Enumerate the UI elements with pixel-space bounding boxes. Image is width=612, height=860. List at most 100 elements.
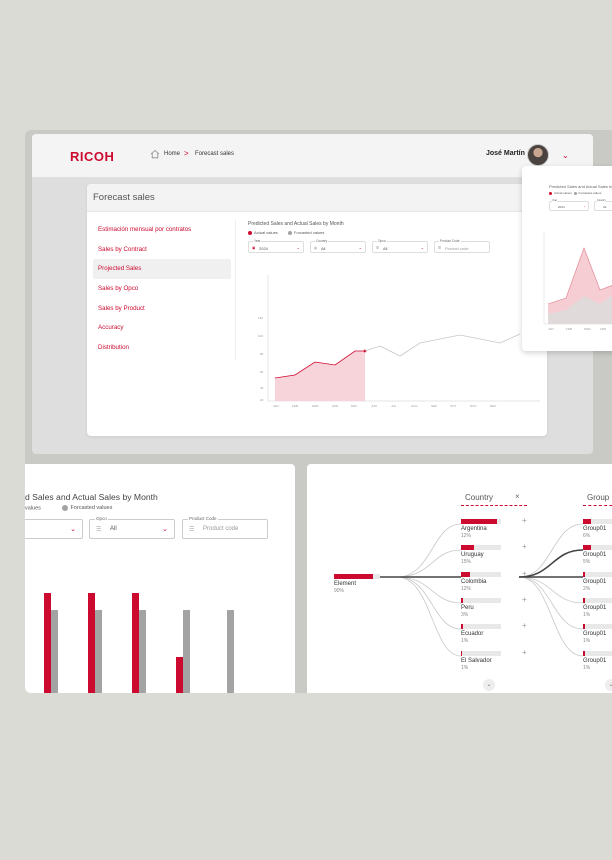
- user-name: José Martín: [486, 150, 525, 157]
- legend-item-actual[interactable]: values: [25, 505, 41, 512]
- tree-node[interactable]: Ecuador 1%: [461, 624, 501, 644]
- sidebar-item[interactable]: Sales by Contract: [98, 245, 147, 253]
- node-label: Ecuador: [461, 631, 484, 637]
- country-select[interactable]: ⌄: [25, 519, 83, 539]
- legend-item-forecast[interactable]: Forcasted values: [62, 505, 112, 511]
- svg-text:AUG: AUG: [411, 404, 418, 408]
- tree-node[interactable]: El Salvador 1%: [461, 651, 501, 671]
- showcase-collage: RICOH Home > Forecast sales José Martín …: [25, 130, 612, 693]
- svg-text:MAR: MAR: [312, 404, 320, 408]
- header-underline: [461, 505, 527, 506]
- filter-icon: ☰: [189, 527, 195, 533]
- node-label: Uruguay: [461, 552, 484, 558]
- tree-node[interactable]: Group01 5%: [583, 545, 612, 565]
- tree-node[interactable]: Group01 2%: [583, 572, 612, 592]
- tree-connectors: [379, 523, 584, 657]
- node-label: Argentina: [461, 526, 487, 532]
- svg-text:APR: APR: [332, 404, 339, 408]
- node-percent: 1%: [583, 638, 591, 644]
- legend-item-forecast[interactable]: Forcasted values: [287, 230, 324, 235]
- legend-item-actual[interactable]: Actual values: [248, 230, 278, 235]
- breadcrumb-chevron-icon: >: [184, 149, 189, 158]
- node-label: Group01: [583, 658, 607, 664]
- line-chart: 120 100 80 60 40 20 JAN FEB MAR APR MAY JUN JUL AUG S…: [258, 275, 540, 408]
- sidebar-item[interactable]: Accuracy: [98, 324, 124, 332]
- tree-node[interactable]: Uruguay 15%: [461, 545, 501, 565]
- node-label: Group01: [583, 552, 607, 558]
- node-bar-fill: [461, 624, 463, 629]
- svg-text:40: 40: [260, 386, 264, 390]
- svg-text:20: 20: [260, 398, 264, 402]
- node-bar-fill: [583, 624, 585, 629]
- svg-text:OCT: OCT: [450, 404, 457, 408]
- opco-select[interactable]: Opco ☰ All ⌄: [89, 516, 175, 539]
- home-icon[interactable]: [150, 149, 160, 159]
- node-bar-fill: [583, 572, 586, 577]
- node-percent: 1%: [461, 638, 469, 644]
- tree-node[interactable]: Group01 1%: [583, 598, 612, 618]
- opco-select[interactable]: Opco ☰ All ⌄: [372, 239, 428, 253]
- expand-plus-icon[interactable]: +: [522, 595, 527, 604]
- chevron-down-icon: ⌄: [296, 245, 300, 250]
- tree-node[interactable]: Group01 6%: [583, 519, 612, 539]
- node-bar-fill: [461, 572, 470, 577]
- tree-node[interactable]: Peru 3%: [461, 598, 501, 618]
- node-percent: 1%: [583, 665, 591, 671]
- preview-country-select[interactable]: Country All: [594, 199, 612, 211]
- node-bar-fill: [583, 545, 591, 550]
- chart-preview-card: Predicted Sales and Actual Sales by Mont…: [522, 166, 612, 351]
- filter-icon: ☰: [376, 246, 380, 250]
- product-code-input[interactable]: Product Code ☰ Product code: [434, 239, 490, 253]
- svg-text:MAR: MAR: [584, 327, 592, 331]
- preview-area-chart: JAN FEB MAR APR: [543, 231, 612, 331]
- expand-more-chevron-down-icon[interactable]: ⌄: [483, 679, 495, 691]
- ricoh-logo[interactable]: RICOH: [70, 149, 115, 164]
- node-bar-fill: [461, 545, 474, 550]
- close-icon[interactable]: ×: [515, 492, 520, 501]
- expand-plus-icon[interactable]: +: [522, 569, 527, 578]
- node-label: Group01: [583, 579, 607, 585]
- sidebar-item[interactable]: Distribution: [98, 344, 129, 352]
- preview-year-select[interactable]: Year 2024 ⌄: [549, 199, 589, 211]
- expand-plus-icon[interactable]: +: [522, 648, 527, 657]
- expand-more-chevron-down-icon[interactable]: ⌄: [605, 679, 612, 691]
- node-label: El Salvador: [461, 658, 492, 664]
- column-header-country: Country: [465, 493, 494, 502]
- sidebar-item[interactable]: Sales by Product: [98, 304, 145, 312]
- node-label: Group01: [583, 631, 607, 637]
- svg-text:80: 80: [260, 352, 264, 356]
- filter-icon: ☰: [438, 246, 442, 250]
- node-bar-fill: [461, 598, 464, 603]
- user-menu-chevron-down-icon[interactable]: ⌄: [562, 151, 569, 160]
- tree-node[interactable]: Argentina 12%: [461, 519, 501, 539]
- sidebar-item[interactable]: Estimación mensual por contratos: [98, 226, 192, 233]
- breadcrumb-home[interactable]: Home: [164, 151, 181, 157]
- node-bar-fill: [583, 519, 591, 524]
- bar-chart-legend: values Forcasted values: [25, 505, 112, 511]
- divider: [235, 220, 236, 360]
- year-select[interactable]: Year ▣ 2024 ⌄: [248, 239, 304, 253]
- sidebar-item[interactable]: Sales by Opco: [98, 285, 139, 293]
- country-select[interactable]: Country ◍ All ⌄: [310, 239, 366, 253]
- chart-legend: Actual values Forcasted values: [248, 230, 333, 235]
- sidebar-item[interactable]: Projected Sales: [93, 259, 231, 280]
- node-percent: 15%: [461, 559, 472, 565]
- expand-plus-icon[interactable]: +: [522, 542, 527, 551]
- bar-chart-title: d Sales and Actual Sales by Month: [25, 492, 158, 502]
- dashboard-window: RICOH Home > Forecast sales José Martín …: [32, 134, 593, 454]
- svg-text:DEC: DEC: [490, 404, 497, 408]
- product-code-input[interactable]: Product Code ☰ Product code: [182, 516, 268, 539]
- expand-plus-icon[interactable]: +: [522, 516, 527, 525]
- tree-node[interactable]: Group01 1%: [583, 624, 612, 644]
- svg-text:FEB: FEB: [566, 327, 572, 331]
- breadcrumb-current: Forecast sales: [195, 151, 235, 157]
- tree-root-node[interactable]: Element 90%: [334, 574, 380, 594]
- node-bar-fill: [583, 598, 585, 603]
- globe-icon: ◍: [314, 246, 318, 250]
- tree-node[interactable]: Group01 1%: [583, 651, 612, 671]
- svg-text:60: 60: [260, 370, 264, 374]
- tree-node[interactable]: Colombia 12%: [461, 572, 501, 592]
- svg-text:FEB: FEB: [292, 404, 298, 408]
- expand-plus-icon[interactable]: +: [522, 621, 527, 630]
- avatar[interactable]: [527, 144, 549, 166]
